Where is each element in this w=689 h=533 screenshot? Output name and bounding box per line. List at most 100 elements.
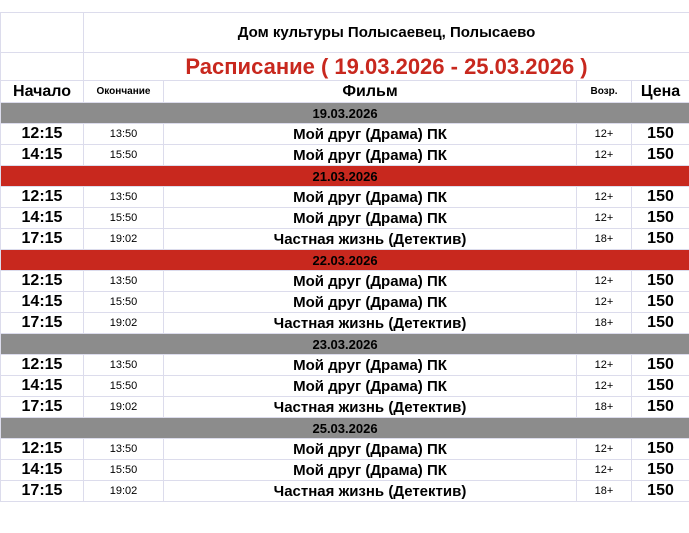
- start-time: 14:15: [0, 291, 84, 313]
- header-start: Начало: [0, 80, 84, 103]
- age-rating: 18+: [576, 228, 632, 250]
- start-time: 14:15: [0, 375, 84, 397]
- start-time: 17:15: [0, 396, 84, 418]
- ticket-price: 150: [630, 396, 689, 418]
- ticket-price: 150: [630, 228, 689, 250]
- film-title: Мой друг (Драма) ПК: [163, 270, 577, 292]
- ticket-price: 150: [630, 270, 689, 292]
- session-row: 12:15 13:50 Мой друг (Драма) ПК 12+ 150: [0, 438, 689, 460]
- film-title: Частная жизнь (Детектив): [163, 396, 577, 418]
- header-price: Цена: [630, 80, 689, 103]
- date-row: 25.03.2026: [0, 417, 689, 439]
- session-row: 17:15 19:02 Частная жизнь (Детектив) 18+…: [0, 396, 689, 418]
- end-time: 13:50: [83, 186, 164, 208]
- blank-cell: [0, 12, 84, 53]
- end-time: 15:50: [83, 459, 164, 481]
- ticket-price: 150: [630, 144, 689, 166]
- start-time: 14:15: [0, 207, 84, 229]
- film-title: Частная жизнь (Детектив): [163, 228, 577, 250]
- film-title: Мой друг (Драма) ПК: [163, 144, 577, 166]
- ticket-price: 150: [630, 207, 689, 229]
- blank-cell: [0, 52, 84, 81]
- end-time: 15:50: [83, 375, 164, 397]
- header-end: Окончание: [83, 80, 164, 103]
- end-time: 19:02: [83, 480, 164, 502]
- ticket-price: 150: [630, 354, 689, 376]
- session-row: 12:15 13:50 Мой друг (Драма) ПК 12+ 150: [0, 123, 689, 145]
- age-rating: 12+: [576, 291, 632, 313]
- film-title: Мой друг (Драма) ПК: [163, 291, 577, 313]
- session-row: 14:15 15:50 Мой друг (Драма) ПК 12+ 150: [0, 375, 689, 397]
- age-rating: 12+: [576, 207, 632, 229]
- schedule-table: Дом культуры Полысаевец, Полысаево Распи…: [0, 12, 689, 502]
- start-time: 12:15: [0, 438, 84, 460]
- start-time: 17:15: [0, 312, 84, 334]
- column-headers: Начало Окончание Фильм Возр. Цена: [0, 80, 689, 103]
- ticket-price: 150: [630, 438, 689, 460]
- end-time: 19:02: [83, 396, 164, 418]
- age-rating: 12+: [576, 375, 632, 397]
- age-rating: 12+: [576, 186, 632, 208]
- session-row: 17:15 19:02 Частная жизнь (Детектив) 18+…: [0, 480, 689, 502]
- end-time: 15:50: [83, 207, 164, 229]
- date-row: 23.03.2026: [0, 333, 689, 355]
- session-row: 12:15 13:50 Мой друг (Драма) ПК 12+ 150: [0, 186, 689, 208]
- ticket-price: 150: [630, 375, 689, 397]
- ticket-price: 150: [630, 312, 689, 334]
- date-label: 25.03.2026: [0, 417, 689, 439]
- end-time: 13:50: [83, 123, 164, 145]
- end-time: 15:50: [83, 291, 164, 313]
- end-time: 13:50: [83, 438, 164, 460]
- ticket-price: 150: [630, 291, 689, 313]
- age-rating: 12+: [576, 354, 632, 376]
- session-row: 14:15 15:50 Мой друг (Драма) ПК 12+ 150: [0, 207, 689, 229]
- end-time: 13:50: [83, 354, 164, 376]
- session-row: 17:15 19:02 Частная жизнь (Детектив) 18+…: [0, 228, 689, 250]
- film-title: Мой друг (Драма) ПК: [163, 186, 577, 208]
- film-title: Мой друг (Драма) ПК: [163, 207, 577, 229]
- date-row: 19.03.2026: [0, 102, 689, 124]
- end-time: 19:02: [83, 312, 164, 334]
- film-title: Мой друг (Драма) ПК: [163, 459, 577, 481]
- session-row: 14:15 15:50 Мой друг (Драма) ПК 12+ 150: [0, 459, 689, 481]
- start-time: 14:15: [0, 144, 84, 166]
- end-time: 15:50: [83, 144, 164, 166]
- age-rating: 18+: [576, 396, 632, 418]
- film-title: Частная жизнь (Детектив): [163, 312, 577, 334]
- ticket-price: 150: [630, 186, 689, 208]
- session-row: 17:15 19:02 Частная жизнь (Детектив) 18+…: [0, 312, 689, 334]
- header-film: Фильм: [163, 80, 577, 103]
- age-rating: 18+: [576, 312, 632, 334]
- age-rating: 12+: [576, 123, 632, 145]
- date-label: 23.03.2026: [0, 333, 689, 355]
- end-time: 19:02: [83, 228, 164, 250]
- age-rating: 12+: [576, 438, 632, 460]
- end-time: 13:50: [83, 270, 164, 292]
- ticket-price: 150: [630, 480, 689, 502]
- start-time: 12:15: [0, 354, 84, 376]
- session-row: 14:15 15:50 Мой друг (Драма) ПК 12+ 150: [0, 291, 689, 313]
- header-age: Возр.: [576, 80, 632, 103]
- film-title: Мой друг (Драма) ПК: [163, 375, 577, 397]
- film-title: Мой друг (Драма) ПК: [163, 354, 577, 376]
- film-title: Мой друг (Драма) ПК: [163, 123, 577, 145]
- date-label: 19.03.2026: [0, 102, 689, 124]
- film-title: Мой друг (Драма) ПК: [163, 438, 577, 460]
- venue-title: Дом культуры Полысаевец, Полысаево: [82, 12, 689, 53]
- ticket-price: 150: [630, 459, 689, 481]
- start-time: 12:15: [0, 186, 84, 208]
- date-label: 22.03.2026: [0, 249, 689, 271]
- start-time: 17:15: [0, 480, 84, 502]
- start-time: 14:15: [0, 459, 84, 481]
- schedule-title: Расписание ( 19.03.2026 - 25.03.2026 ): [82, 52, 689, 81]
- session-row: 14:15 15:50 Мой друг (Драма) ПК 12+ 150: [0, 144, 689, 166]
- start-time: 12:15: [0, 270, 84, 292]
- date-row: 21.03.2026: [0, 165, 689, 187]
- start-time: 12:15: [0, 123, 84, 145]
- age-rating: 12+: [576, 144, 632, 166]
- age-rating: 18+: [576, 480, 632, 502]
- start-time: 17:15: [0, 228, 84, 250]
- ticket-price: 150: [630, 123, 689, 145]
- age-rating: 12+: [576, 270, 632, 292]
- film-title: Частная жизнь (Детектив): [163, 480, 577, 502]
